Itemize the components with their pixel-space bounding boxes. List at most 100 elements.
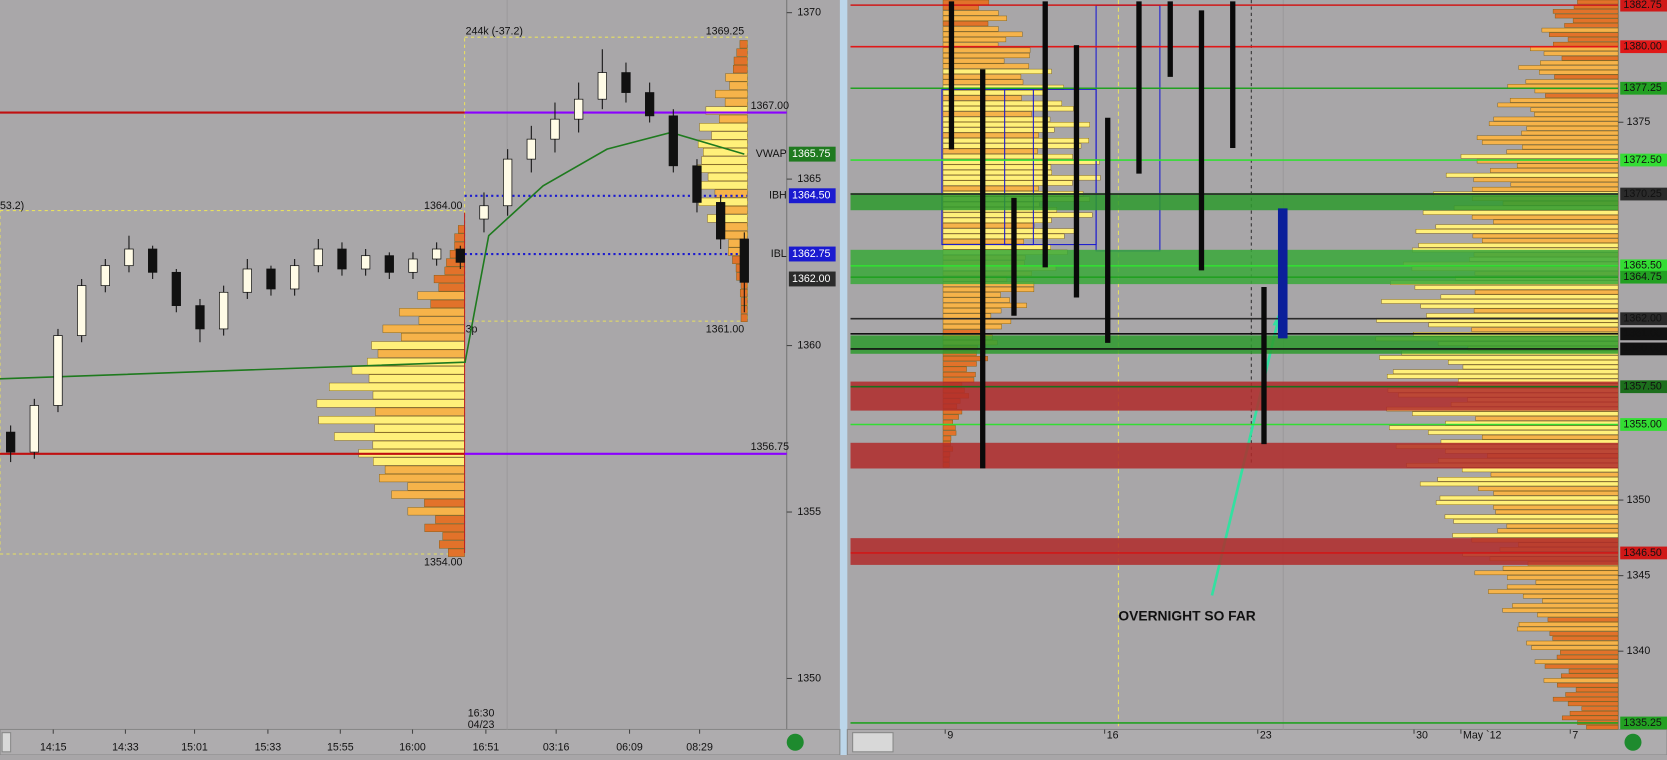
profile-bar	[942, 26, 999, 32]
profile-bar	[372, 440, 465, 449]
profile-bar	[1534, 659, 1619, 664]
profile-bar	[725, 73, 748, 82]
level-box	[1620, 312, 1667, 326]
profile-bar	[1481, 434, 1619, 440]
refresh-button[interactable]	[786, 733, 804, 751]
profile-bar	[1517, 626, 1619, 632]
level-box	[1620, 380, 1667, 394]
profile-bar	[418, 316, 465, 325]
profile-bar	[1428, 322, 1619, 328]
profile-bar	[942, 356, 988, 362]
profile-bar	[1549, 631, 1619, 636]
level-value: 1355.00	[1623, 418, 1661, 430]
profile-bar	[438, 283, 465, 292]
profile-bar	[942, 169, 1052, 176]
profile-bar	[942, 63, 1030, 69]
level-value: 1357.50	[1623, 381, 1661, 393]
profile-bar	[1426, 313, 1619, 318]
profile-bar	[1535, 579, 1619, 585]
profile-bar	[703, 148, 748, 157]
level-value: 1370.25	[1623, 188, 1661, 200]
profile-bar	[1552, 636, 1619, 641]
session-box	[464, 36, 748, 322]
profile-bar	[942, 371, 976, 378]
candle-body	[692, 165, 702, 203]
profile-bar	[1453, 519, 1619, 524]
profile-bar	[454, 241, 465, 250]
candle-body	[124, 248, 134, 267]
profile-bar	[439, 540, 465, 549]
profile-bar	[701, 156, 748, 165]
profile-bar	[1389, 425, 1619, 431]
profile-bar	[1557, 682, 1619, 688]
level-value: 1372.50	[1623, 154, 1661, 166]
candle-body	[550, 118, 560, 140]
level-box	[788, 271, 836, 287]
profile-bar	[1547, 617, 1619, 622]
y-tick-label: 1370	[797, 6, 821, 18]
profile-bar	[417, 291, 465, 300]
profile-bar	[1420, 303, 1619, 309]
profile-bar	[719, 114, 748, 123]
level-box	[1620, 327, 1667, 341]
profile-bar	[1554, 74, 1619, 80]
profile-bar	[1488, 121, 1619, 126]
profile-bar	[1392, 369, 1619, 374]
profile-bar	[1478, 486, 1619, 491]
profile-bar	[942, 318, 1012, 324]
scroll-box[interactable]	[1, 732, 12, 753]
profile-bar	[942, 122, 1090, 128]
profile-bar	[942, 212, 1093, 218]
profile-bar	[1493, 219, 1619, 225]
profile-bar	[1544, 664, 1619, 669]
candle-body	[313, 248, 323, 267]
profile-bar	[942, 37, 1007, 43]
refresh-button[interactable]	[1624, 733, 1642, 751]
profile-bar	[1575, 687, 1619, 693]
y-tick-label: 1375	[1627, 116, 1651, 128]
y-tick-label: 1340	[1627, 645, 1651, 657]
profile-bar	[374, 424, 465, 433]
level-label: 1367.00	[751, 100, 789, 112]
profile-bar	[1495, 509, 1619, 515]
profile-bar	[942, 10, 999, 16]
profile-bar	[1379, 355, 1619, 360]
level-box	[1620, 716, 1667, 730]
profile-bar	[942, 132, 1039, 138]
profile-bar	[942, 116, 1051, 122]
x-tick-label: 03:16	[543, 741, 570, 753]
profile-bar	[1526, 640, 1619, 646]
profile-bar	[1412, 411, 1619, 416]
profile-bar	[942, 180, 1073, 186]
profile-bar	[1474, 570, 1619, 576]
profile-bar	[1471, 215, 1619, 220]
profile-bar	[1473, 177, 1619, 183]
level-box	[1620, 0, 1667, 12]
candle-body	[361, 255, 371, 270]
profile-bar	[1552, 696, 1619, 702]
profile-bar	[942, 425, 956, 431]
low-note: 1361.00	[706, 323, 744, 335]
profile-bar	[1502, 565, 1619, 571]
profile-bar	[1473, 308, 1619, 314]
profile-bar	[942, 297, 1010, 303]
profile-bar	[1445, 172, 1619, 178]
profile-bar	[1481, 140, 1619, 145]
profile-bar	[942, 292, 1001, 298]
profile-bar	[942, 228, 1078, 234]
profile-bar	[401, 333, 465, 342]
scroll-box[interactable]	[852, 732, 894, 753]
profile-bar	[1554, 13, 1619, 19]
profile-bar	[1561, 673, 1619, 679]
candle-body	[621, 72, 631, 93]
profile-bar	[724, 222, 748, 231]
profile-bar	[1386, 374, 1619, 379]
candle-body	[384, 255, 394, 273]
profile-bar	[442, 532, 465, 541]
profile-bar	[1493, 505, 1619, 510]
profile-bar	[942, 366, 967, 372]
profile-bar	[375, 407, 465, 416]
note: 53.2)	[0, 200, 24, 212]
profile-bar	[942, 223, 1035, 229]
profile-bar	[1415, 229, 1619, 234]
